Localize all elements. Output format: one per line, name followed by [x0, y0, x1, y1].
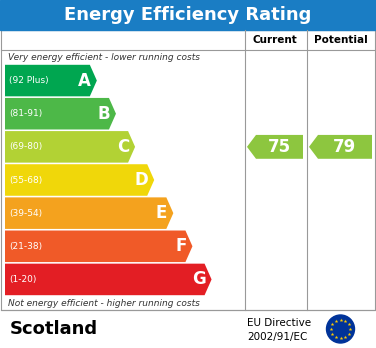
Text: Very energy efficient - lower running costs: Very energy efficient - lower running co…: [8, 53, 200, 62]
Polygon shape: [5, 98, 116, 129]
Text: (92 Plus): (92 Plus): [9, 76, 49, 85]
Text: Current: Current: [253, 35, 297, 45]
Circle shape: [326, 315, 355, 343]
Text: EU Directive: EU Directive: [247, 318, 311, 328]
Text: (21-38): (21-38): [9, 242, 42, 251]
Text: E: E: [156, 204, 167, 222]
Text: G: G: [192, 270, 206, 288]
Polygon shape: [309, 135, 372, 159]
Text: Potential: Potential: [314, 35, 367, 45]
Bar: [1, 30, 375, 310]
Polygon shape: [5, 264, 212, 295]
Text: (1-20): (1-20): [9, 275, 36, 284]
Text: (69-80): (69-80): [9, 142, 42, 151]
Text: D: D: [135, 171, 148, 189]
Text: Not energy efficient - higher running costs: Not energy efficient - higher running co…: [8, 299, 200, 308]
Polygon shape: [5, 197, 173, 229]
Text: A: A: [78, 72, 91, 89]
Text: 79: 79: [334, 138, 356, 156]
Polygon shape: [247, 135, 303, 159]
Text: F: F: [175, 237, 186, 255]
Polygon shape: [5, 131, 135, 163]
Polygon shape: [5, 164, 154, 196]
Text: Energy Efficiency Rating: Energy Efficiency Rating: [64, 6, 312, 24]
Text: 2002/91/EC: 2002/91/EC: [247, 332, 307, 342]
Polygon shape: [5, 230, 193, 262]
Polygon shape: [5, 65, 97, 96]
Text: (39-54): (39-54): [9, 209, 42, 218]
Text: C: C: [117, 138, 129, 156]
Text: B: B: [97, 105, 110, 123]
Bar: [0, 0, 376, 30]
Text: Scotland: Scotland: [10, 320, 98, 338]
Text: 75: 75: [268, 138, 291, 156]
Text: (81-91): (81-91): [9, 109, 42, 118]
Text: (55-68): (55-68): [9, 175, 42, 184]
